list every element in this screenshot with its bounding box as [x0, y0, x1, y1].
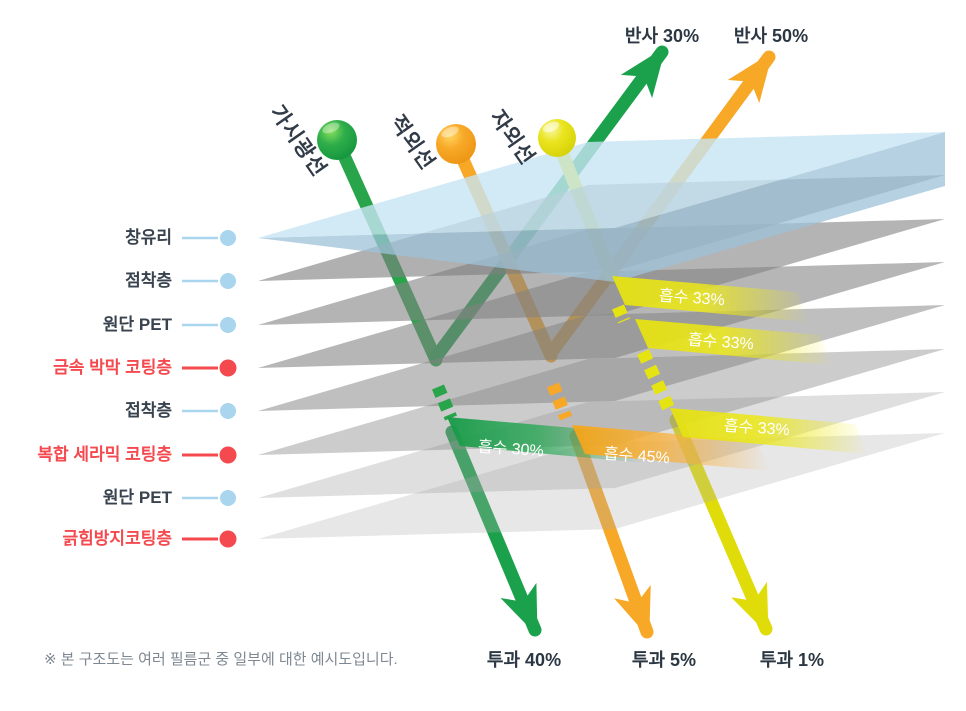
leader-dot-ceramic-coating — [219, 446, 237, 464]
dash-uv-a — [612, 304, 630, 324]
dash-uv-b — [637, 349, 675, 412]
layer-label-glass: 창유리 — [125, 228, 172, 247]
leader-dots-blue — [220, 230, 236, 506]
leader-dot-metal-coating — [219, 359, 237, 377]
absorption-wedge-uv-3 — [670, 408, 868, 454]
ball-visible-highlight — [322, 122, 340, 134]
leader-group — [182, 230, 237, 548]
layer-label-base-pet-2: 원단 PET — [102, 488, 172, 507]
transmit-label-infrared: 투과 5% — [631, 650, 697, 670]
layer-label-adhesive-2: 접착층 — [125, 401, 172, 420]
ball-infrared-highlight — [441, 126, 459, 138]
transmit-label-visible: 투과 40% — [486, 650, 562, 670]
dash-infrared — [546, 382, 573, 421]
layer-label-scratch-proof: 긁힘방지코팅층 — [62, 529, 172, 548]
layer-shape-scratch-proof-coating — [258, 433, 945, 539]
absorption-wedge-uv-2 — [635, 319, 833, 365]
reflect-label-infrared: 반사 50% — [733, 26, 809, 46]
layer-label-ceramic-coating: 복합 세라믹 코팅층 — [37, 445, 172, 464]
leader-dot-adhesive-2 — [220, 403, 236, 419]
leader-lines-blue — [182, 236, 218, 500]
transmit-arrow-visible — [445, 425, 542, 637]
absorption-wedge-infrared — [572, 425, 770, 471]
layer-shape-glass-front — [258, 132, 945, 282]
absorption-wedge-uv-1 — [612, 276, 810, 322]
transmit-arrow-infrared — [569, 429, 654, 639]
ray-balls — [317, 119, 576, 164]
leader-dot-base-pet-2 — [220, 490, 236, 506]
footnote: ※ 본 구조도는 여러 필름군 중 일부에 대한 예시도입니다. — [44, 651, 398, 668]
layer-label-base-pet-1: 원단 PET — [102, 315, 172, 334]
layer-label-metal-coating: 금속 박막 코팅층 — [53, 358, 172, 377]
reflect-label-visible: 반사 30% — [624, 26, 700, 46]
ball-uv-highlight — [542, 121, 560, 133]
layer-label-adhesive-1: 점착층 — [125, 271, 172, 290]
transmit-label-uv: 투과 1% — [759, 650, 825, 670]
dash-visible — [432, 384, 457, 421]
layer-stack — [258, 132, 945, 539]
leader-dot-adhesive-1 — [220, 273, 236, 289]
leader-dot-base-pet-1 — [220, 317, 236, 333]
ball-visible — [317, 120, 357, 160]
leader-dots-red — [219, 359, 237, 548]
layer-shape-glass-top — [258, 132, 945, 238]
leader-dot-glass — [220, 230, 236, 246]
leader-lines-red — [182, 366, 218, 541]
ball-infrared — [436, 124, 476, 164]
ray-over-group — [317, 119, 868, 471]
layer-shape-ceramic-coating — [258, 349, 945, 455]
leader-dot-scratch-proof — [219, 530, 237, 548]
ray-dashes — [432, 304, 675, 421]
